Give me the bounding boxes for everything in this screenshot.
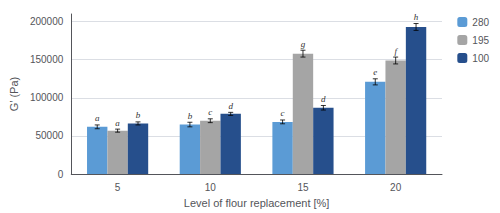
svg-text:5: 5 — [115, 182, 121, 193]
svg-text:280: 280 — [472, 17, 489, 28]
svg-text:10: 10 — [205, 182, 217, 193]
svg-text:d: d — [228, 101, 233, 111]
svg-text:195: 195 — [472, 35, 489, 46]
svg-text:0: 0 — [58, 169, 64, 180]
svg-text:100: 100 — [472, 53, 489, 64]
svg-text:100000: 100000 — [30, 92, 64, 103]
svg-text:g: g — [301, 39, 306, 49]
svg-text:b: b — [188, 111, 193, 121]
svg-text:c: c — [281, 108, 285, 118]
svg-text:f: f — [394, 46, 398, 56]
svg-text:Level of flour replacement [%]: Level of flour replacement [%] — [184, 197, 330, 209]
svg-text:150000: 150000 — [30, 54, 64, 65]
svg-text:G’ (Pa): G’ (Pa) — [8, 77, 20, 111]
svg-text:h: h — [414, 12, 419, 22]
svg-text:20: 20 — [390, 182, 402, 193]
svg-text:200000: 200000 — [30, 16, 64, 27]
svg-text:a: a — [115, 118, 120, 128]
svg-text:c: c — [208, 107, 212, 117]
svg-text:15: 15 — [297, 182, 309, 193]
svg-text:a: a — [95, 113, 100, 123]
svg-text:e: e — [373, 67, 377, 77]
svg-text:50000: 50000 — [35, 130, 63, 141]
svg-text:d: d — [321, 94, 326, 104]
svg-text:b: b — [136, 110, 141, 120]
